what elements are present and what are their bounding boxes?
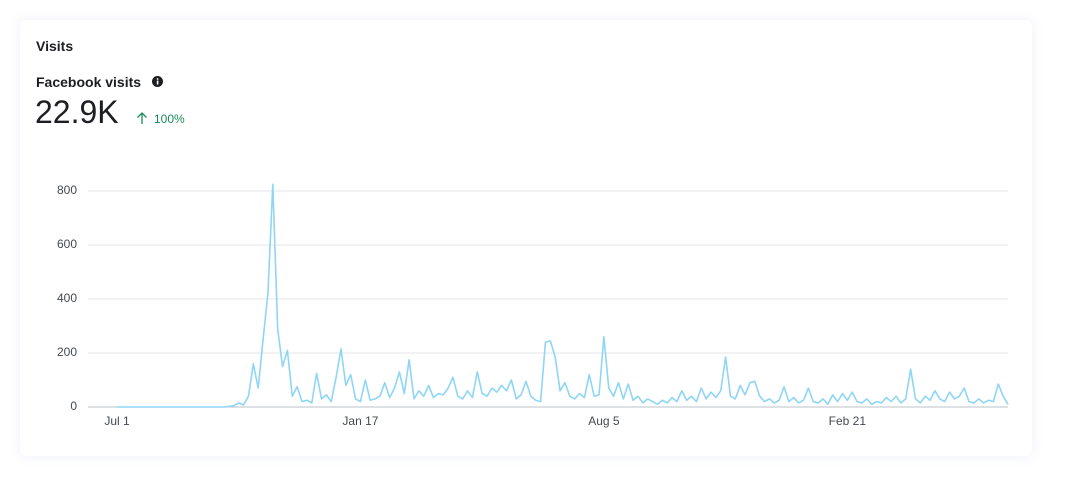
card-title: Visits (36, 38, 74, 54)
y-tick-label: 0 (70, 399, 77, 413)
info-icon[interactable] (152, 76, 163, 87)
x-tick-label: Feb 21 (829, 414, 867, 428)
y-tick-label: 400 (57, 291, 77, 305)
metric-value: 22.9K (35, 94, 119, 130)
y-tick-label: 600 (57, 237, 77, 251)
x-tick-label: Jan 17 (342, 414, 378, 428)
x-tick-label: Aug 5 (588, 414, 620, 428)
y-tick-label: 800 (57, 183, 77, 197)
line-series (117, 183, 1009, 408)
y-tick-label: 200 (57, 345, 77, 359)
metric-change: 100% (154, 112, 185, 126)
metric-label: Facebook visits (36, 74, 142, 90)
up-arrow-icon (137, 112, 147, 124)
x-tick-label: Jul 1 (104, 414, 130, 428)
